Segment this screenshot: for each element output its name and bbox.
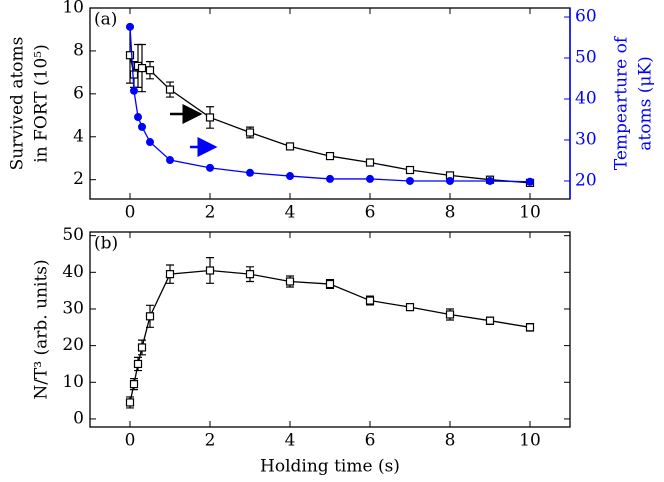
x-tick-label: 6 — [365, 203, 376, 223]
x-tick-label: 10 — [519, 203, 541, 223]
data-point — [133, 359, 143, 369]
data-point — [405, 165, 415, 175]
data-point — [246, 168, 254, 177]
y2-tick-label: 50 — [575, 48, 597, 68]
data-point — [285, 142, 295, 151]
data-point — [405, 303, 415, 312]
y-axis-label: Survived atoms — [8, 37, 28, 171]
data-point — [365, 296, 375, 305]
x-tick-label: 0 — [125, 203, 136, 223]
data-point — [205, 113, 215, 122]
x-tick-label: 4 — [285, 203, 296, 223]
data-point — [125, 51, 135, 60]
x-tick-label: 2 — [205, 203, 216, 223]
x-tick-label: 8 — [445, 431, 456, 451]
data-point — [325, 279, 335, 289]
data-point — [325, 151, 335, 161]
y2-tick-label: 60 — [575, 7, 597, 27]
y-tick-label: 2 — [73, 169, 84, 189]
plot-frame — [89, 7, 571, 200]
panel-label: (a) — [94, 10, 117, 30]
y-tick-label: 10 — [62, 0, 84, 18]
data-point — [134, 113, 142, 122]
data-point — [146, 138, 154, 147]
y-tick-label: 20 — [62, 335, 84, 355]
y-tick-label: 10 — [62, 372, 84, 392]
data-point — [406, 176, 414, 185]
data-point — [137, 343, 147, 352]
x-tick-label: 0 — [125, 431, 136, 451]
y-axis-label: in FORT (10⁵) — [32, 44, 52, 162]
x-tick-label: 8 — [445, 203, 456, 223]
data-point — [145, 66, 155, 75]
data-point — [525, 323, 535, 332]
data-point — [129, 70, 139, 79]
data-point — [165, 85, 175, 94]
x-tick-label: 2 — [205, 431, 216, 451]
data-point — [245, 270, 255, 279]
y-tick-label: 0 — [73, 408, 84, 428]
data-point — [130, 86, 138, 95]
data-point — [206, 163, 214, 172]
data-point — [445, 310, 455, 319]
y2-tick-label: 40 — [575, 88, 597, 108]
data-point — [486, 176, 494, 185]
data-point — [137, 63, 147, 73]
x-tick-label: 4 — [285, 431, 296, 451]
y2-axis-label: Tempearture of — [612, 35, 632, 170]
y-tick-label: 50 — [62, 225, 84, 245]
panel-label: (b) — [94, 234, 118, 254]
y2-tick-label: 30 — [575, 129, 597, 149]
data-point — [365, 158, 375, 167]
y2-tick-label: 20 — [575, 170, 597, 190]
y2-axis-label: atoms (μK) — [636, 56, 656, 150]
x-tick-label: 6 — [365, 431, 376, 451]
y-tick-label: 30 — [62, 298, 84, 318]
plot-frame — [89, 231, 571, 428]
x-axis-label: Holding time (s) — [260, 457, 400, 477]
data-point — [366, 174, 374, 183]
data-point — [485, 316, 495, 325]
x-tick-label: 10 — [519, 431, 541, 451]
y-tick-label: 4 — [73, 126, 84, 146]
y-tick-label: 6 — [73, 83, 84, 103]
data-point — [145, 312, 155, 321]
data-point — [125, 398, 135, 407]
data-point — [165, 270, 175, 279]
data-point — [286, 172, 294, 181]
data-point — [126, 22, 134, 31]
data-point — [285, 277, 295, 286]
data-point — [129, 380, 139, 389]
data-point — [138, 122, 146, 131]
data-point — [166, 156, 174, 165]
data-point — [326, 174, 334, 183]
y-axis-label: N/T³ (arb. units) — [32, 259, 52, 399]
data-point — [205, 266, 215, 275]
y-tick-label: 8 — [73, 40, 84, 60]
data-point — [446, 176, 454, 185]
y-tick-label: 40 — [62, 262, 84, 282]
data-line — [129, 269, 531, 403]
data-point — [526, 177, 534, 186]
data-point — [245, 128, 255, 137]
